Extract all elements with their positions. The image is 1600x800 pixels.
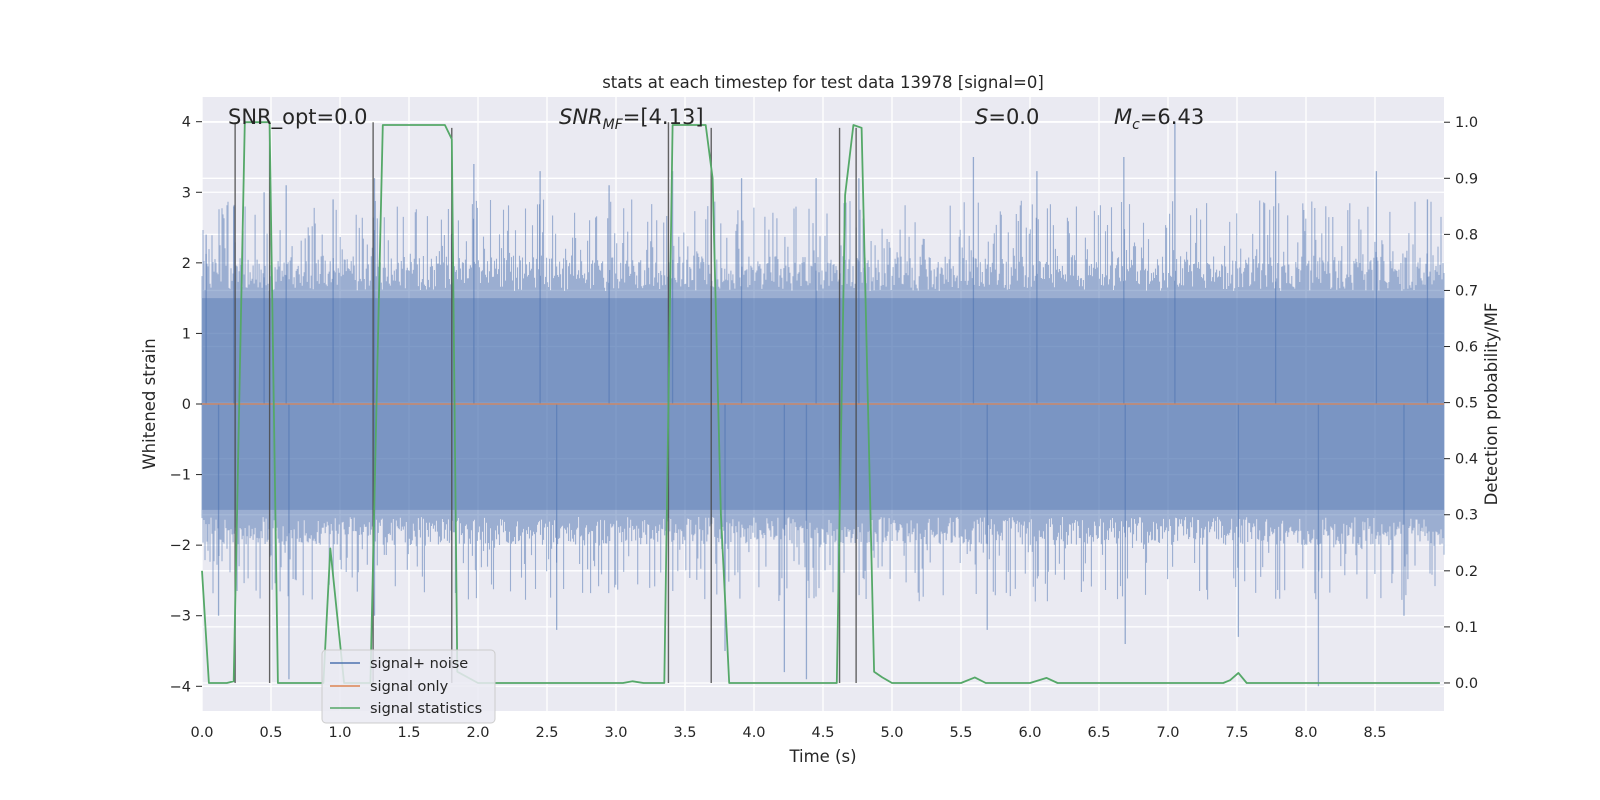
x-tick-label: 7.5 xyxy=(1225,725,1248,741)
x-tick-label: 3.0 xyxy=(604,725,627,741)
annotation-snr-mf-value: =[4.13] xyxy=(623,105,704,129)
legend-box xyxy=(321,649,496,724)
y-right-tick-label: 0.6 xyxy=(1455,340,1478,356)
y-right-tick-label: 0.2 xyxy=(1455,564,1478,580)
annotation-snr-mf-subscript: MF xyxy=(603,117,624,133)
noise-band xyxy=(201,199,1445,602)
chart-title: stats at each timestep for test data 139… xyxy=(602,73,1044,92)
signal-statistics-series xyxy=(201,121,1440,684)
y-left-tick-label: 0 xyxy=(182,397,191,413)
x-tick-label: 6.0 xyxy=(1018,725,1041,741)
legend-label-signal-statistics: signal statistics xyxy=(370,701,482,717)
x-tick-label: 4.0 xyxy=(742,725,765,741)
x-tick-label: 0.5 xyxy=(259,725,282,741)
x-tick-label: 0.0 xyxy=(190,725,213,741)
y-left-tick-label: −2 xyxy=(170,538,191,554)
x-tick-label: 6.5 xyxy=(1087,725,1110,741)
axis-ticks: 0.0 0.5 1.0 1.5 2.0 2.5 3.0 3.5 4.0 4.5 5.0 5.5 6.0 6… xyxy=(170,115,1478,741)
x-tick-label: 8.0 xyxy=(1294,725,1317,741)
y-right-tick-label: 0.8 xyxy=(1455,227,1478,243)
y-right-tick-label: 0.1 xyxy=(1455,620,1478,636)
x-tick-label: 1.5 xyxy=(397,725,420,741)
y-right-tick-label: 0.5 xyxy=(1455,396,1478,412)
y-axis-left-label: Whitened strain xyxy=(140,338,159,469)
legend-label-signal-only: signal only xyxy=(370,679,449,695)
annotation-mc-subscript: c xyxy=(1132,117,1140,133)
annotation-mc: Mc=6.43 xyxy=(1114,105,1204,133)
signal-statistics-line xyxy=(201,121,1440,684)
y-right-tick-label: 0.4 xyxy=(1455,452,1478,468)
y-right-tick-label: 0.3 xyxy=(1455,508,1478,524)
annotation-snr-mf-symbol: SNR xyxy=(559,105,603,129)
annotation-snr-opt: SNR_opt=0.0 xyxy=(228,105,368,130)
x-tick-label: 5.0 xyxy=(880,725,903,741)
y-left-tick-label: −4 xyxy=(170,679,191,695)
x-tick-label: 3.5 xyxy=(673,725,696,741)
y-left-tick-label: −3 xyxy=(170,609,191,625)
x-tick-label: 5.5 xyxy=(949,725,972,741)
x-tick-label: 8.5 xyxy=(1363,725,1386,741)
x-tick-label: 1.0 xyxy=(328,725,351,741)
annotation-snr-mf: SNRMF=[4.13] xyxy=(559,105,704,133)
x-tick-label: 2.5 xyxy=(535,725,558,741)
x-tick-label: 2.0 xyxy=(466,725,489,741)
y-left-tick-label: 2 xyxy=(182,256,191,272)
y-left-tick-label: 1 xyxy=(182,326,191,342)
y-left-tick-label: 3 xyxy=(182,185,191,201)
x-tick-label: 4.5 xyxy=(811,725,834,741)
y-left-tick-label: 4 xyxy=(182,115,191,131)
y-right-tick-label: 0.9 xyxy=(1455,171,1478,187)
y-right-tick-label: 0.0 xyxy=(1455,676,1478,692)
y-axis-right-label: Detection probability/MF xyxy=(1482,303,1501,506)
y-left-tick-label: −1 xyxy=(170,468,191,484)
annotation-mc-value: =6.43 xyxy=(1140,105,1204,129)
y-right-tick-label: 1.0 xyxy=(1455,115,1478,131)
legend-label-signal-noise: signal+ noise xyxy=(370,656,468,672)
x-axis-label: Time (s) xyxy=(788,747,856,766)
annotation-s-value: =0.0 xyxy=(988,105,1039,129)
x-tick-label: 7.0 xyxy=(1156,725,1179,741)
legend: signal+ noise signal only signal statist… xyxy=(321,649,496,724)
annotation-mc-symbol: M xyxy=(1114,105,1132,129)
annotation-s: S=0.0 xyxy=(975,105,1039,129)
y-right-tick-label: 0.7 xyxy=(1455,283,1478,299)
annotation-s-symbol: S xyxy=(975,105,988,129)
